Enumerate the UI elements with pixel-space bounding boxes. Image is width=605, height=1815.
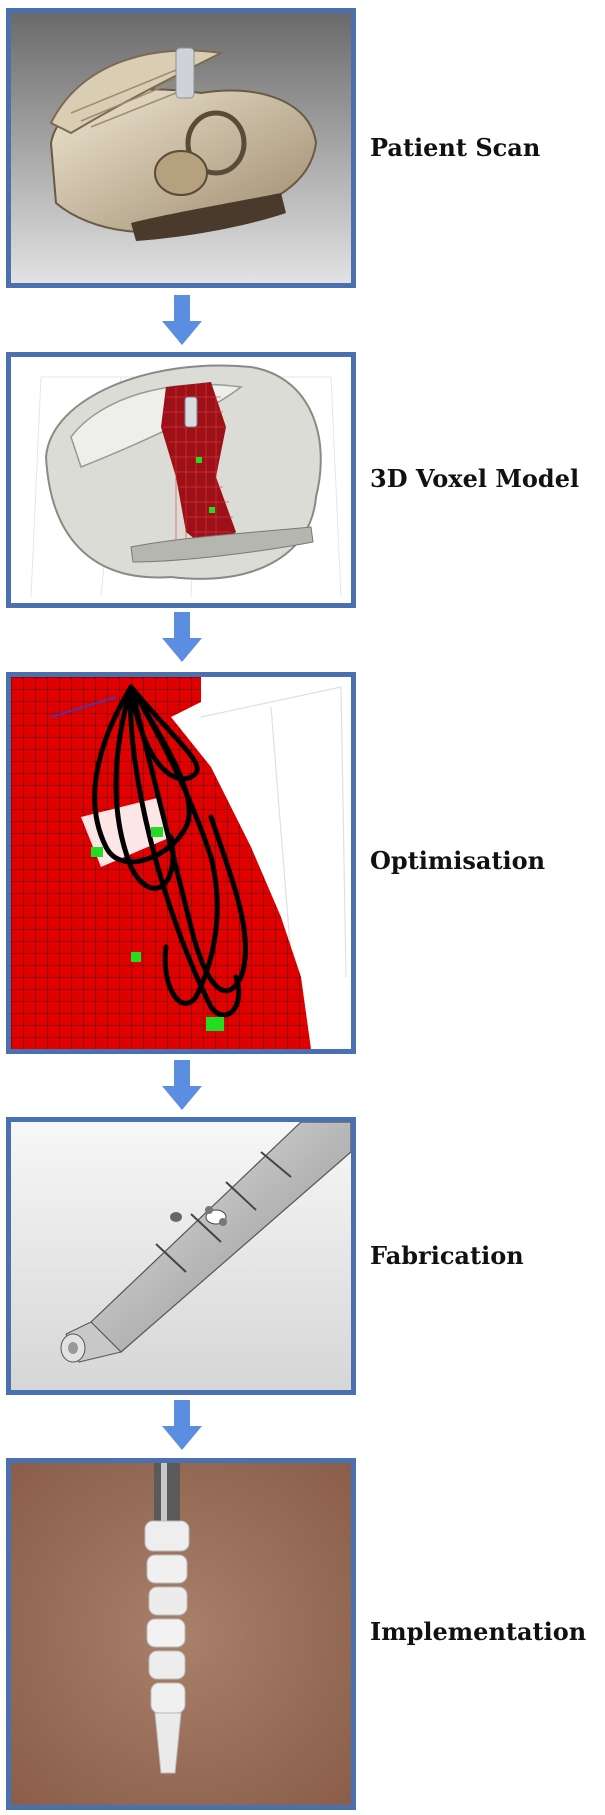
step-label-optimisation: Optimisation <box>370 846 546 875</box>
step-label-implementation: Implementation <box>370 1617 587 1646</box>
optimisation-panel <box>6 672 356 1054</box>
step-label-fabrication: Fabrication <box>370 1241 524 1270</box>
optimisation-image <box>11 677 351 1049</box>
fabrication-panel <box>6 1117 356 1395</box>
voxel-model-panel <box>6 352 356 608</box>
patient-scan-image <box>11 13 351 283</box>
implementation-panel <box>6 1458 356 1810</box>
step-label-3d-voxel-model: 3D Voxel Model <box>370 464 580 493</box>
arrow-down-icon <box>162 1060 202 1110</box>
arrow-down-icon <box>162 612 202 662</box>
arrow-down-icon <box>162 1400 202 1450</box>
arrow-down-icon <box>162 295 202 345</box>
patient-scan-panel <box>6 8 356 288</box>
implementation-image <box>11 1463 351 1805</box>
voxel-model-image <box>11 357 351 603</box>
step-label-patient-scan: Patient Scan <box>370 133 541 162</box>
fabrication-image <box>11 1122 351 1390</box>
